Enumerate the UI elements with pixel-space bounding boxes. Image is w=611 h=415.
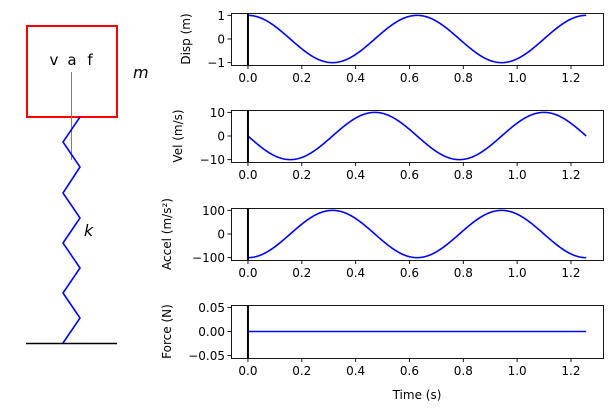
x-tick-label: 1.0 bbox=[508, 168, 527, 182]
y-axis-label: Vel (m/s) bbox=[171, 109, 185, 162]
axes-frame bbox=[231, 13, 604, 66]
x-tick-label: 0.6 bbox=[400, 266, 419, 280]
x-tick-label: 0.0 bbox=[238, 364, 257, 378]
subplot-2: 0.0 0.2 0.4 0.6 0.8 1.0 1.2 10 0 −10 Vel (m/s) bbox=[171, 106, 604, 182]
x-tick-label: 0.2 bbox=[292, 168, 311, 182]
y-tick-label: 0.05 bbox=[198, 301, 225, 315]
x-tick-label: 0.8 bbox=[454, 266, 473, 280]
y-axis-label: Force (N) bbox=[160, 304, 174, 359]
y-tick-label: 0 bbox=[217, 130, 225, 144]
subplot-4: 0.0 0.2 0.4 0.6 0.8 1.0 1.2 0.05 0.00 −0.05 Force … bbox=[160, 301, 604, 402]
x-tick-label: 0.4 bbox=[346, 168, 365, 182]
x-tick-label: 0.0 bbox=[238, 71, 257, 85]
axes-frame bbox=[231, 305, 604, 359]
x-axis-label: Time (s) bbox=[392, 388, 442, 402]
subplot-3: 0.0 0.2 0.4 0.6 0.8 1.0 1.2 100 0 −100 Accel (m/s²… bbox=[160, 198, 604, 280]
x-tick-label: 0.6 bbox=[400, 364, 419, 378]
x-tick-label: 1.2 bbox=[561, 168, 580, 182]
label-v: v bbox=[50, 51, 59, 69]
x-tick-label: 0.0 bbox=[238, 266, 257, 280]
y-axis-label: Accel (m/s²) bbox=[160, 198, 174, 270]
x-tick-label: 0.8 bbox=[454, 168, 473, 182]
axes-frame bbox=[231, 110, 604, 163]
y-tick-label: −0.05 bbox=[188, 349, 225, 363]
x-tick-label: 0.2 bbox=[292, 364, 311, 378]
mass-label: m bbox=[133, 63, 149, 82]
x-tick-label: 0.6 bbox=[400, 168, 419, 182]
y-tick-label: 1 bbox=[217, 9, 225, 23]
axes-frame bbox=[231, 208, 604, 261]
spring bbox=[62, 116, 81, 344]
label-f: f bbox=[87, 51, 93, 69]
x-tick-label: 0.4 bbox=[346, 71, 365, 85]
series-line bbox=[247, 209, 587, 259]
x-tick-label: 0.4 bbox=[346, 266, 365, 280]
x-tick-label: 0.4 bbox=[346, 364, 365, 378]
x-tick-label: 1.2 bbox=[561, 364, 580, 378]
y-axis-label: Disp (m) bbox=[179, 13, 193, 64]
x-tick-label: 1.2 bbox=[561, 266, 580, 280]
x-tick-label: 0.0 bbox=[238, 168, 257, 182]
y-tick-label: −100 bbox=[192, 251, 225, 265]
x-tick-label: 0.8 bbox=[454, 364, 473, 378]
x-tick-label: 0.6 bbox=[400, 71, 419, 85]
y-tick-label: 0 bbox=[217, 33, 225, 47]
series-line bbox=[247, 14, 587, 64]
x-tick-label: 1.0 bbox=[508, 71, 527, 85]
y-tick-label: −10 bbox=[200, 153, 225, 167]
subplot-1: 0.0 0.2 0.4 0.6 0.8 1.0 1.2 1 0 −1 Disp (m) bbox=[179, 9, 604, 85]
x-tick-label: 1.0 bbox=[508, 364, 527, 378]
y-tick-label: 10 bbox=[210, 106, 225, 120]
y-tick-label: −1 bbox=[207, 56, 225, 70]
label-a: a bbox=[67, 51, 76, 69]
series-line bbox=[247, 111, 587, 161]
x-tick-label: 0.2 bbox=[292, 266, 311, 280]
spring-label: k bbox=[84, 221, 94, 240]
x-tick-label: 0.8 bbox=[454, 71, 473, 85]
y-tick-label: 0.00 bbox=[198, 325, 225, 339]
x-tick-label: 0.2 bbox=[292, 71, 311, 85]
y-tick-label: 0 bbox=[217, 228, 225, 242]
x-tick-label: 1.2 bbox=[561, 71, 580, 85]
mass-spring-diagram: v a f m k bbox=[26, 25, 149, 345]
x-tick-label: 1.0 bbox=[508, 266, 527, 280]
y-tick-label: 100 bbox=[202, 204, 225, 218]
